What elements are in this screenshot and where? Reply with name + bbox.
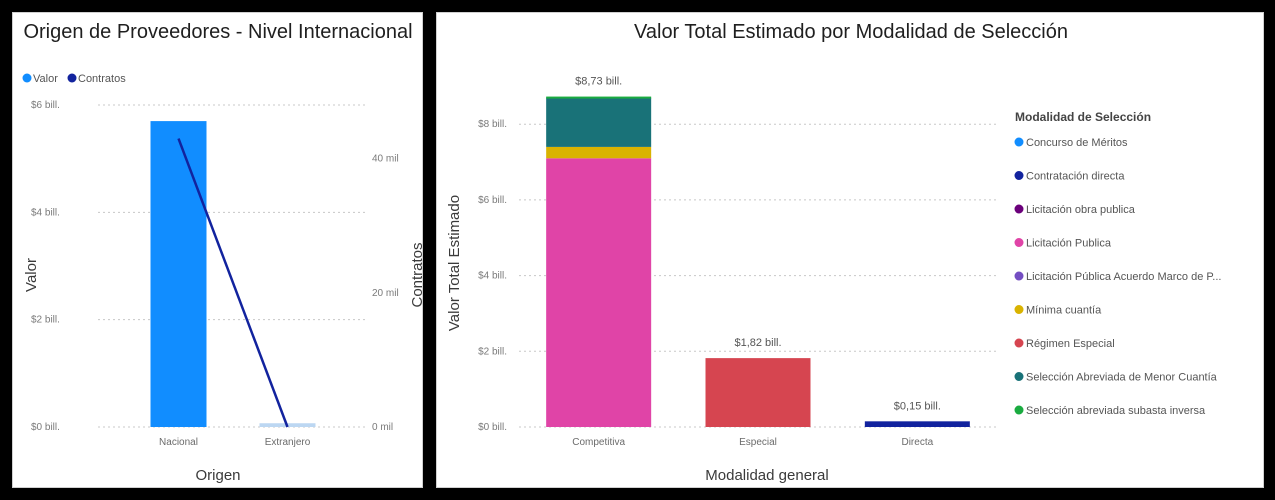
- y2-axis-title: Contratos: [409, 242, 426, 307]
- legend-marker: [1014, 238, 1024, 247]
- line-contratos: [177, 138, 289, 428]
- y-axis-left: $0 bill. $2 bill. $4 bill. $6 bill.: [31, 100, 60, 433]
- bar-nacional: [150, 121, 207, 427]
- bar-segment: [546, 146, 652, 159]
- y-tick-label: $6 bill.: [31, 100, 60, 111]
- x-tick-label: Extranjero: [265, 437, 311, 448]
- legend-label[interactable]: Concurso de Méritos: [1026, 137, 1128, 149]
- bars-valor: [150, 121, 316, 427]
- data-label-total: $8,73 bill.: [575, 76, 622, 88]
- gridlines: [98, 104, 368, 428]
- x-tick-label: Especial: [739, 437, 777, 448]
- data-label-total: $0,15 bill.: [894, 400, 941, 412]
- y-tick-label: $8 bill.: [478, 119, 507, 130]
- bar-segment: [546, 97, 652, 147]
- x-tick-label: Competitiva: [572, 437, 625, 448]
- y-axis: $0 bill. $2 bill. $4 bill. $6 bill. $8 bill.: [478, 119, 507, 433]
- legend-marker: [1014, 338, 1024, 348]
- y-tick-label: $0 bill.: [31, 422, 60, 433]
- legend-marker: [1014, 271, 1024, 281]
- y-tick-label: $2 bill.: [478, 346, 507, 357]
- bar-segment: [546, 158, 652, 428]
- bar-segment: [705, 358, 811, 427]
- legend-label[interactable]: Mínima cuantía: [1026, 305, 1102, 317]
- origen-proveedores-panel: Origen de Proveedores - Nivel Internacio…: [12, 12, 426, 488]
- data-label-total: $1,82 bill.: [734, 337, 781, 349]
- legend-label-contratos[interactable]: Contratos: [78, 73, 126, 85]
- line-series-contratos: [177, 138, 289, 428]
- legend-label[interactable]: Selección Abreviada de Menor Cuantía: [1026, 372, 1218, 384]
- y-tick-label: $6 bill.: [478, 195, 507, 206]
- chart-title: Valor Total Estimado por Modalidad de Se…: [634, 21, 1068, 43]
- x-axis: Nacional Extranjero: [159, 437, 311, 448]
- legend-marker-valor: [22, 73, 32, 83]
- stacked-bars: [546, 96, 970, 428]
- x-tick-label: Directa: [901, 437, 933, 448]
- valor-modalidad-panel: Valor Total Estimado por Modalidad de Se…: [436, 12, 1264, 488]
- y-tick-label: $4 bill.: [478, 271, 507, 282]
- bar-segment: [864, 421, 970, 427]
- legend-marker: [1014, 405, 1024, 415]
- total-labels: $8,73 bill. $1,82 bill. $0,15 bill.: [575, 76, 941, 413]
- legend-label[interactable]: Licitación Publica: [1026, 238, 1112, 250]
- x-axis: Competitiva Especial Directa: [572, 437, 933, 448]
- legend: Concurso de Méritos Contratación directa L…: [1014, 137, 1221, 417]
- chart-title: Origen de Proveedores - Nivel Internacio…: [23, 21, 412, 43]
- valor-modalidad-chart: Valor Total Estimado por Modalidad de Se…: [446, 21, 1221, 484]
- legend-marker: [1014, 372, 1024, 381]
- y-tick-label: $2 bill.: [31, 315, 60, 326]
- legend-label[interactable]: Selección abreviada subasta inversa: [1026, 405, 1206, 417]
- y-tick-label: $4 bill.: [31, 207, 60, 218]
- origen-proveedores-chart: Origen de Proveedores - Nivel Internacio…: [22, 21, 426, 484]
- legend-label-valor[interactable]: Valor: [33, 73, 58, 85]
- y2-tick-label: 0 mil: [372, 422, 393, 433]
- legend-title: Modalidad de Selección: [1015, 110, 1151, 124]
- bar-segment: [546, 96, 652, 99]
- y2-tick-label: 40 mil: [372, 154, 399, 165]
- y-axis-right: 0 mil 20 mil 40 mil: [372, 154, 399, 433]
- legend-marker: [1014, 171, 1024, 180]
- legend-marker: [1014, 137, 1024, 147]
- y-axis-title: Valor Total Estimado: [446, 195, 463, 331]
- legend-marker: [1014, 204, 1024, 214]
- y2-tick-label: 20 mil: [372, 288, 399, 299]
- legend-label[interactable]: Contratación directa: [1026, 171, 1125, 183]
- legend-label[interactable]: Licitación obra publica: [1026, 204, 1136, 216]
- x-axis-title: Modalidad general: [705, 467, 828, 484]
- x-tick-label: Nacional: [159, 437, 198, 448]
- y-axis-title: Valor: [23, 258, 40, 292]
- y-tick-label: $0 bill.: [478, 422, 507, 433]
- legend-label[interactable]: Licitación Pública Acuerdo Marco de P...: [1026, 271, 1221, 283]
- legend-marker: [1014, 305, 1024, 314]
- x-axis-title: Origen: [195, 467, 240, 484]
- legend-marker-contratos: [67, 73, 77, 83]
- legend-label[interactable]: Régimen Especial: [1026, 338, 1115, 350]
